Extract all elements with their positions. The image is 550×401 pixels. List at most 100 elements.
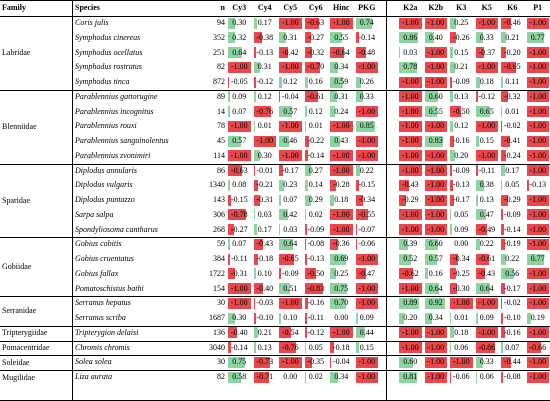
value-bar: [279, 91, 280, 103]
cell-value: 0.23: [283, 180, 298, 190]
cell-value: -1.00: [427, 62, 445, 72]
cell-value: -0.31: [230, 268, 248, 278]
cell-value: -1.00: [427, 77, 445, 87]
cell-value: 0.34: [428, 313, 443, 323]
cell-value: 0.01: [505, 106, 520, 116]
cell-value: -0.62: [401, 268, 419, 278]
value-bar: [424, 120, 447, 132]
cell-value: -0.11: [307, 313, 324, 323]
cell-value: -1.00: [332, 121, 350, 131]
value-bar: [304, 61, 321, 73]
value-bar: [228, 32, 236, 44]
value-bar: [526, 179, 530, 191]
value-bar: [279, 224, 280, 236]
value-bar: [279, 312, 282, 324]
value-bar: [450, 179, 453, 191]
value-bar: [475, 106, 491, 118]
cell-value: -0.16: [452, 136, 470, 146]
cell-value: 0.77: [530, 32, 545, 42]
cell-value: -1.00: [358, 357, 376, 367]
species: Sarpa salpa: [75, 209, 114, 219]
value-bar: [526, 61, 549, 73]
value-bar: [424, 47, 447, 59]
value-bar: [228, 283, 251, 295]
value-bar: [526, 91, 549, 103]
cell-value: -1.00: [529, 121, 547, 131]
species: Solea solea: [75, 357, 112, 367]
sample-size: 82: [217, 62, 225, 72]
value-bar: [330, 371, 338, 383]
cell-value: -0.13: [452, 180, 470, 190]
cell-value: -0.17: [281, 165, 299, 175]
cell-value: 0.55: [428, 106, 443, 116]
sample-size: 114: [213, 150, 225, 160]
value-bar: [399, 268, 413, 280]
cell-value: -1.00: [358, 254, 376, 264]
cell-value: -0.86: [478, 342, 496, 352]
cell-value: 0.56: [505, 268, 520, 278]
value-bar: [304, 76, 309, 88]
value-bar: [526, 106, 549, 118]
sample-size: 352: [213, 32, 225, 42]
cell-value: -1.00: [281, 357, 299, 367]
cell-value: -0.14: [230, 342, 248, 352]
group-rule: [0, 325, 550, 327]
value-bar: [304, 135, 310, 147]
value-bar: [279, 268, 282, 280]
group-rule: [0, 370, 550, 372]
cell-value: -0.16: [503, 327, 521, 337]
cell-value: -0.10: [503, 313, 521, 323]
cell-value: 0.85: [359, 121, 374, 131]
cell-value: 0.20: [403, 313, 418, 323]
cell-value: -0.13: [529, 180, 547, 190]
cell-value: -1.00: [529, 136, 547, 146]
value-bar: [475, 327, 498, 339]
cell-value: -1.00: [478, 298, 496, 308]
cell-value: -0.09: [452, 77, 470, 87]
cell-value: -1.00: [427, 195, 445, 205]
column-header: K6: [507, 3, 518, 12]
value-bar: [501, 135, 511, 147]
value-bar: [330, 238, 339, 250]
value-bar: [355, 224, 358, 236]
sample-size: 14: [217, 106, 225, 116]
family: Gobiidae: [2, 261, 32, 271]
cell-value: -1.00: [529, 91, 547, 101]
value-bar: [424, 268, 429, 280]
value-bar: [330, 106, 336, 118]
species: Parablennius rouxi: [75, 121, 137, 131]
value-bar: [304, 327, 308, 339]
value-bar: [330, 268, 336, 280]
value-bar: [424, 194, 447, 206]
value-bar: [253, 268, 256, 280]
value-bar: [330, 194, 335, 206]
cell-value: 0.65: [479, 106, 494, 116]
value-bar: [399, 17, 422, 29]
cell-value: -1.00: [230, 283, 248, 293]
cell-value: -0.76: [256, 106, 274, 116]
cell-value: -1.00: [529, 372, 547, 382]
value-bar: [304, 165, 311, 177]
value-bar: [450, 76, 453, 88]
column-header: K3: [456, 3, 467, 12]
value-bar: [253, 32, 263, 44]
cell-value: -1.00: [529, 357, 547, 367]
sample-size: 1722: [209, 268, 225, 278]
value-bar: [330, 76, 344, 88]
value-bar: [355, 47, 367, 59]
value-bar: [253, 209, 255, 221]
value-bar: [355, 135, 378, 147]
cell-value: -0.15: [230, 195, 248, 205]
cell-value: -0.55: [358, 209, 376, 219]
value-bar: [355, 253, 378, 265]
value-bar: [450, 342, 452, 354]
value-bar: [475, 253, 490, 265]
species: Symphodus ocellatus: [75, 47, 143, 57]
cell-value: 0.60: [428, 91, 443, 101]
value-bar: [330, 179, 337, 191]
value-bar: [355, 342, 359, 354]
cell-value: -0.29: [503, 195, 521, 205]
species: Chromis chromis: [75, 342, 130, 352]
cell-value: 0.32: [232, 32, 247, 42]
value-bar: [253, 47, 257, 59]
